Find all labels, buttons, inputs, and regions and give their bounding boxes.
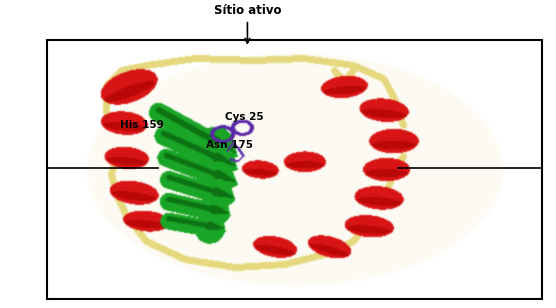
Text: Cys 25: Cys 25 [225,112,264,122]
Text: Asn 175: Asn 175 [206,140,253,150]
Text: Sítio ativo: Sítio ativo [214,4,281,43]
Text: His 159: His 159 [120,120,164,130]
Bar [47,40,542,299]
